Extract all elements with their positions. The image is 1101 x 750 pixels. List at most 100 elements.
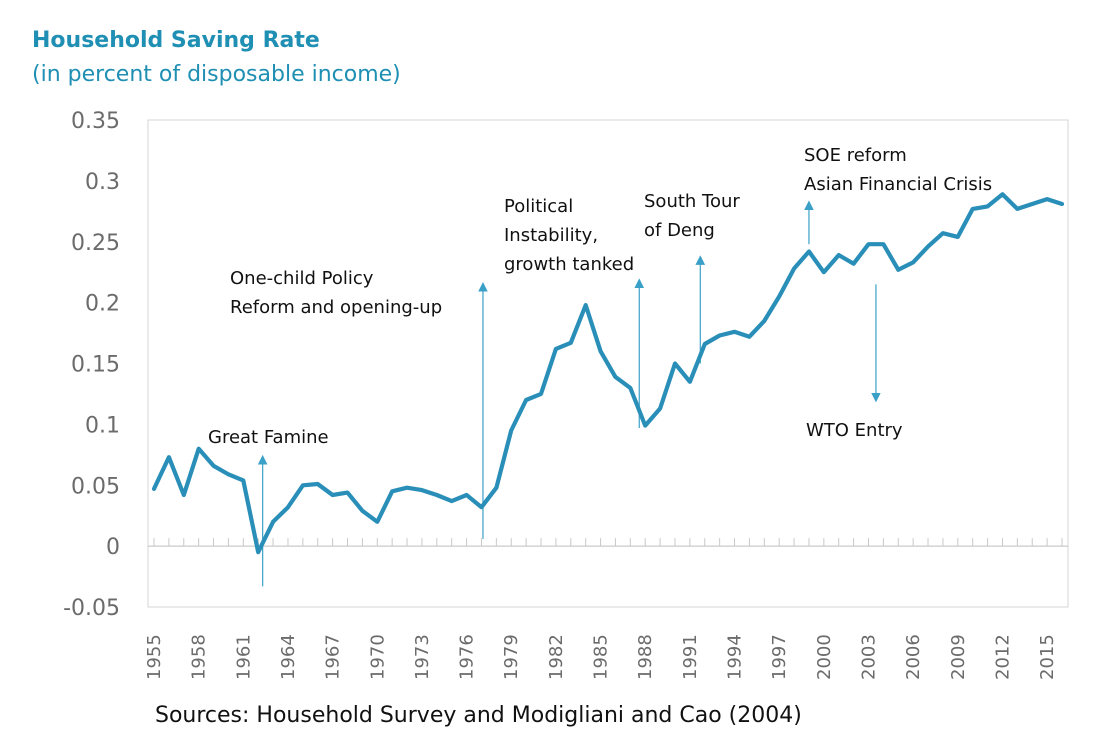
x-tick-label: 1958 — [189, 634, 210, 680]
annotation-label: South Tour — [644, 191, 740, 212]
data-point — [1061, 203, 1063, 205]
x-tick-label: 1991 — [680, 634, 701, 680]
data-point — [808, 250, 810, 252]
data-point — [704, 343, 706, 345]
x-tick-label: 1973 — [412, 634, 433, 680]
data-point — [168, 456, 170, 458]
data-point — [480, 506, 482, 508]
data-point — [1016, 208, 1018, 210]
data-point — [451, 500, 453, 502]
data-point — [361, 510, 363, 512]
y-tick-label: 0.3 — [85, 170, 120, 195]
annotation-label: Asian Financial Crisis — [804, 174, 992, 195]
data-point — [1046, 198, 1048, 200]
data-point — [466, 494, 468, 496]
data-point — [763, 320, 765, 322]
data-point — [644, 425, 646, 427]
x-tick-label: 1994 — [725, 634, 746, 680]
data-point — [614, 376, 616, 378]
x-tick-label: 2012 — [992, 634, 1013, 680]
data-point — [242, 479, 244, 481]
plot-frame — [147, 119, 1069, 608]
data-point — [376, 521, 378, 523]
data-point — [689, 381, 691, 383]
data-point — [734, 331, 736, 333]
x-tick-label: 1997 — [769, 634, 790, 680]
data-point — [942, 232, 944, 234]
x-tick-label: 2015 — [1037, 634, 1058, 680]
x-tick-label: 2006 — [903, 634, 924, 680]
data-point — [987, 205, 989, 207]
data-point — [957, 236, 959, 238]
data-point — [778, 296, 780, 298]
data-point — [674, 363, 676, 364]
data-point — [540, 393, 542, 395]
data-point — [897, 269, 899, 271]
y-tick-label: 0.15 — [71, 353, 120, 378]
data-point — [555, 348, 557, 350]
data-point — [525, 399, 527, 401]
annotation-label: SOE reform — [804, 145, 907, 166]
chart-title: Household Saving Rate — [32, 28, 320, 53]
x-tick-label: 1985 — [591, 634, 612, 680]
data-point — [838, 254, 840, 256]
data-point — [882, 243, 884, 245]
data-point — [153, 488, 155, 490]
x-tick-label: 2009 — [948, 634, 969, 680]
chart-subtitle: (in percent of disposable income) — [32, 62, 401, 87]
y-tick-label: -0.05 — [63, 596, 120, 621]
data-point — [867, 243, 869, 245]
data-point — [600, 350, 602, 352]
data-point — [406, 487, 408, 489]
x-tick-label: 1979 — [501, 634, 522, 680]
data-point — [421, 489, 423, 491]
data-point — [659, 408, 661, 410]
data-point — [347, 492, 349, 494]
y-tick-label: 0.05 — [71, 474, 120, 499]
data-point — [272, 521, 274, 523]
data-point — [213, 465, 215, 467]
data-point — [853, 263, 855, 265]
data-point — [332, 494, 334, 496]
data-point — [570, 342, 572, 344]
x-tick-label: 1970 — [367, 634, 388, 680]
y-tick-label: 0.2 — [85, 292, 120, 317]
annotation-label: WTO Entry — [806, 420, 903, 441]
data-point — [436, 494, 438, 496]
y-tick-label: 0.35 — [71, 109, 120, 134]
series-line — [151, 192, 1065, 555]
data-point — [1001, 193, 1003, 195]
x-tick-label: 1961 — [233, 634, 254, 680]
data-point — [227, 473, 229, 475]
x-tick-label: 2003 — [858, 634, 879, 680]
x-tick-label: 1982 — [546, 634, 567, 680]
data-point — [972, 208, 974, 210]
y-tick-label: 0 — [106, 535, 120, 560]
x-tick-label: 1967 — [323, 634, 344, 680]
data-point — [793, 268, 795, 270]
y-tick-label: 0.25 — [71, 231, 120, 256]
annotation-label: Political — [504, 196, 573, 217]
data-point — [495, 487, 497, 489]
data-point — [198, 448, 200, 450]
data-point — [302, 484, 304, 486]
annotation-label: One-child Policy — [230, 268, 374, 289]
data-point — [1031, 203, 1033, 205]
y-tick-label: 0.1 — [85, 413, 120, 438]
data-point — [585, 304, 587, 306]
annotation-label: Reform and opening-up — [230, 297, 442, 318]
data-point — [823, 271, 825, 273]
data-point — [748, 336, 750, 338]
x-tick-label: 1976 — [457, 634, 478, 680]
data-point — [510, 429, 512, 431]
data-point — [287, 506, 289, 508]
data-point — [257, 551, 259, 553]
x-tick-label: 2000 — [814, 634, 835, 680]
data-point — [629, 387, 631, 389]
data-point — [183, 494, 185, 496]
annotation-label: Great Famine — [208, 427, 329, 448]
data-point — [719, 334, 721, 336]
source-note: Sources: Household Survey and Modigliani… — [155, 703, 802, 728]
x-tick-label: 1988 — [635, 634, 656, 680]
data-point — [317, 483, 319, 485]
